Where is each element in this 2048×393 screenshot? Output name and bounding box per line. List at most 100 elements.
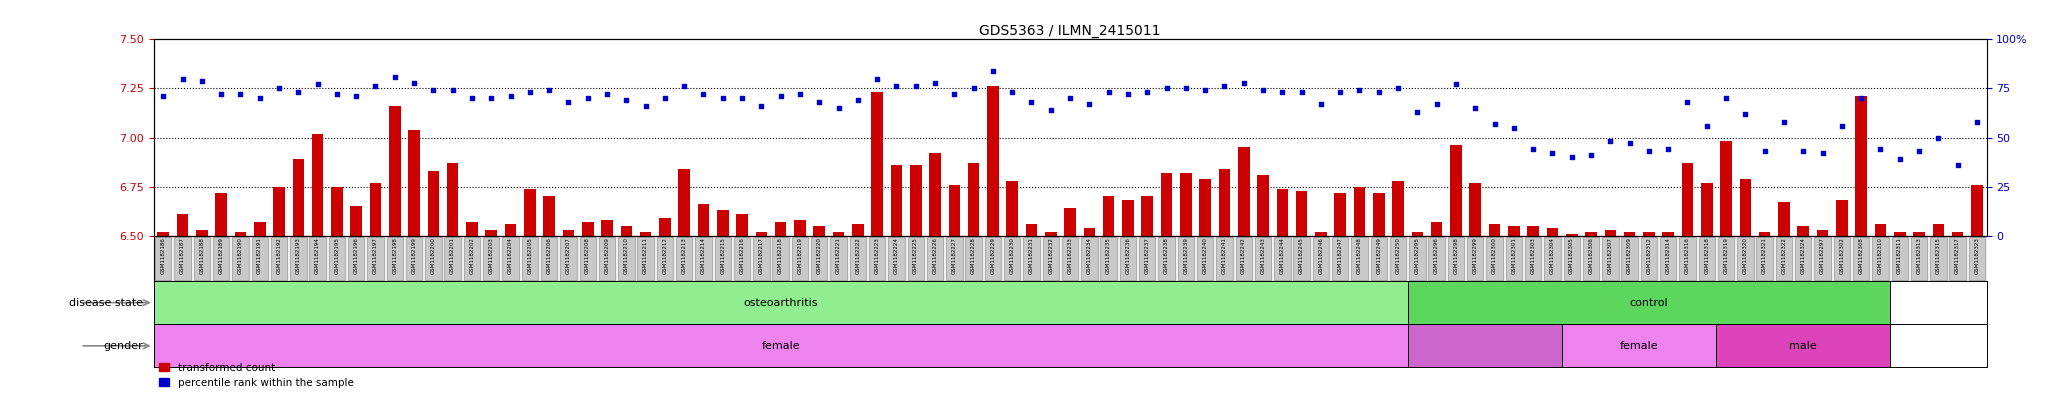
FancyBboxPatch shape — [754, 237, 770, 280]
FancyBboxPatch shape — [1178, 237, 1194, 280]
FancyBboxPatch shape — [1505, 237, 1522, 280]
FancyBboxPatch shape — [426, 237, 442, 280]
Point — [1825, 123, 1858, 129]
Text: GSM1182232: GSM1182232 — [1049, 238, 1053, 274]
Bar — [1778, 202, 1790, 236]
Bar — [254, 222, 266, 236]
FancyBboxPatch shape — [1872, 237, 1888, 280]
Bar — [774, 222, 786, 236]
Text: GSM1182318: GSM1182318 — [1704, 238, 1710, 274]
Bar — [158, 232, 170, 236]
Bar — [1642, 232, 1655, 236]
Point — [688, 91, 721, 97]
Point — [301, 81, 334, 88]
FancyBboxPatch shape — [1718, 237, 1735, 280]
FancyBboxPatch shape — [1892, 237, 1909, 280]
Point — [1382, 85, 1415, 92]
Text: GSM1182234: GSM1182234 — [1087, 238, 1092, 274]
Bar — [602, 220, 612, 236]
Text: GSM1182243: GSM1182243 — [1260, 238, 1266, 274]
Text: GSM1182235: GSM1182235 — [1106, 238, 1112, 274]
Bar — [1470, 183, 1481, 236]
Bar — [795, 220, 805, 236]
Point — [1034, 107, 1067, 113]
Text: GSM1182297: GSM1182297 — [1821, 238, 1825, 274]
Text: GSM1182207: GSM1182207 — [565, 238, 571, 274]
FancyBboxPatch shape — [907, 237, 924, 280]
FancyBboxPatch shape — [522, 237, 539, 280]
Point — [1151, 85, 1184, 92]
FancyBboxPatch shape — [1698, 237, 1714, 280]
FancyBboxPatch shape — [598, 237, 614, 280]
FancyBboxPatch shape — [715, 237, 731, 280]
Text: GSM1182198: GSM1182198 — [393, 238, 397, 274]
Text: GSM1182230: GSM1182230 — [1010, 238, 1014, 274]
Bar — [1372, 193, 1384, 236]
Point — [1286, 89, 1319, 95]
Bar — [1817, 230, 1829, 236]
FancyBboxPatch shape — [1968, 237, 1985, 280]
Text: GSM1182219: GSM1182219 — [797, 238, 803, 274]
Text: GSM1182191: GSM1182191 — [258, 238, 262, 274]
Bar — [1739, 179, 1751, 236]
FancyBboxPatch shape — [1929, 237, 1946, 280]
Point — [1671, 99, 1704, 105]
Point — [1055, 95, 1087, 101]
Bar — [1450, 145, 1462, 236]
FancyBboxPatch shape — [1024, 237, 1040, 280]
Point — [1690, 123, 1722, 129]
Point — [784, 91, 817, 97]
Point — [262, 85, 295, 92]
FancyBboxPatch shape — [811, 237, 827, 280]
Point — [725, 95, 758, 101]
Bar — [1180, 173, 1192, 236]
Text: GSM1182298: GSM1182298 — [1454, 238, 1458, 274]
Point — [1227, 79, 1260, 86]
Text: GSM1182248: GSM1182248 — [1358, 238, 1362, 274]
Bar — [1507, 226, 1520, 236]
Bar — [1411, 232, 1423, 236]
Bar — [678, 169, 690, 236]
FancyBboxPatch shape — [1448, 237, 1464, 280]
FancyBboxPatch shape — [328, 237, 346, 280]
Text: GSM1182186: GSM1182186 — [160, 238, 166, 274]
Bar — [1200, 179, 1210, 236]
Text: GSM1182208: GSM1182208 — [586, 238, 590, 274]
Text: GSM1182250: GSM1182250 — [1395, 238, 1401, 274]
Bar — [1335, 193, 1346, 236]
Text: GSM1182228: GSM1182228 — [971, 238, 977, 274]
Bar — [987, 86, 999, 236]
Bar — [543, 196, 555, 236]
Bar — [563, 230, 573, 236]
Point — [860, 75, 893, 82]
Bar — [1855, 96, 1868, 236]
Point — [1497, 125, 1530, 131]
Text: GSM1182226: GSM1182226 — [932, 238, 938, 274]
FancyBboxPatch shape — [195, 237, 211, 280]
Text: GSM1182223: GSM1182223 — [874, 238, 881, 274]
Text: GSM1182316: GSM1182316 — [1686, 238, 1690, 274]
Bar — [1161, 173, 1171, 236]
Text: GSM1182299: GSM1182299 — [1473, 238, 1479, 274]
Bar — [1720, 141, 1733, 236]
FancyBboxPatch shape — [1004, 237, 1020, 280]
Bar — [1432, 222, 1442, 236]
Text: GSM1182308: GSM1182308 — [1860, 238, 1864, 274]
Point — [803, 99, 836, 105]
Point — [610, 97, 643, 103]
FancyBboxPatch shape — [618, 237, 635, 280]
Point — [1421, 101, 1454, 107]
Legend: transformed count, percentile rank within the sample: transformed count, percentile rank withi… — [160, 363, 354, 388]
Point — [358, 83, 391, 90]
Bar — [236, 232, 246, 236]
Bar — [389, 106, 401, 236]
Point — [223, 91, 256, 97]
Point — [649, 95, 682, 101]
FancyBboxPatch shape — [1294, 237, 1311, 280]
Point — [1921, 134, 1954, 141]
Text: GSM1182227: GSM1182227 — [952, 238, 956, 274]
Bar — [1489, 224, 1501, 236]
FancyBboxPatch shape — [889, 237, 905, 280]
FancyBboxPatch shape — [1602, 237, 1618, 280]
Bar — [969, 163, 979, 236]
